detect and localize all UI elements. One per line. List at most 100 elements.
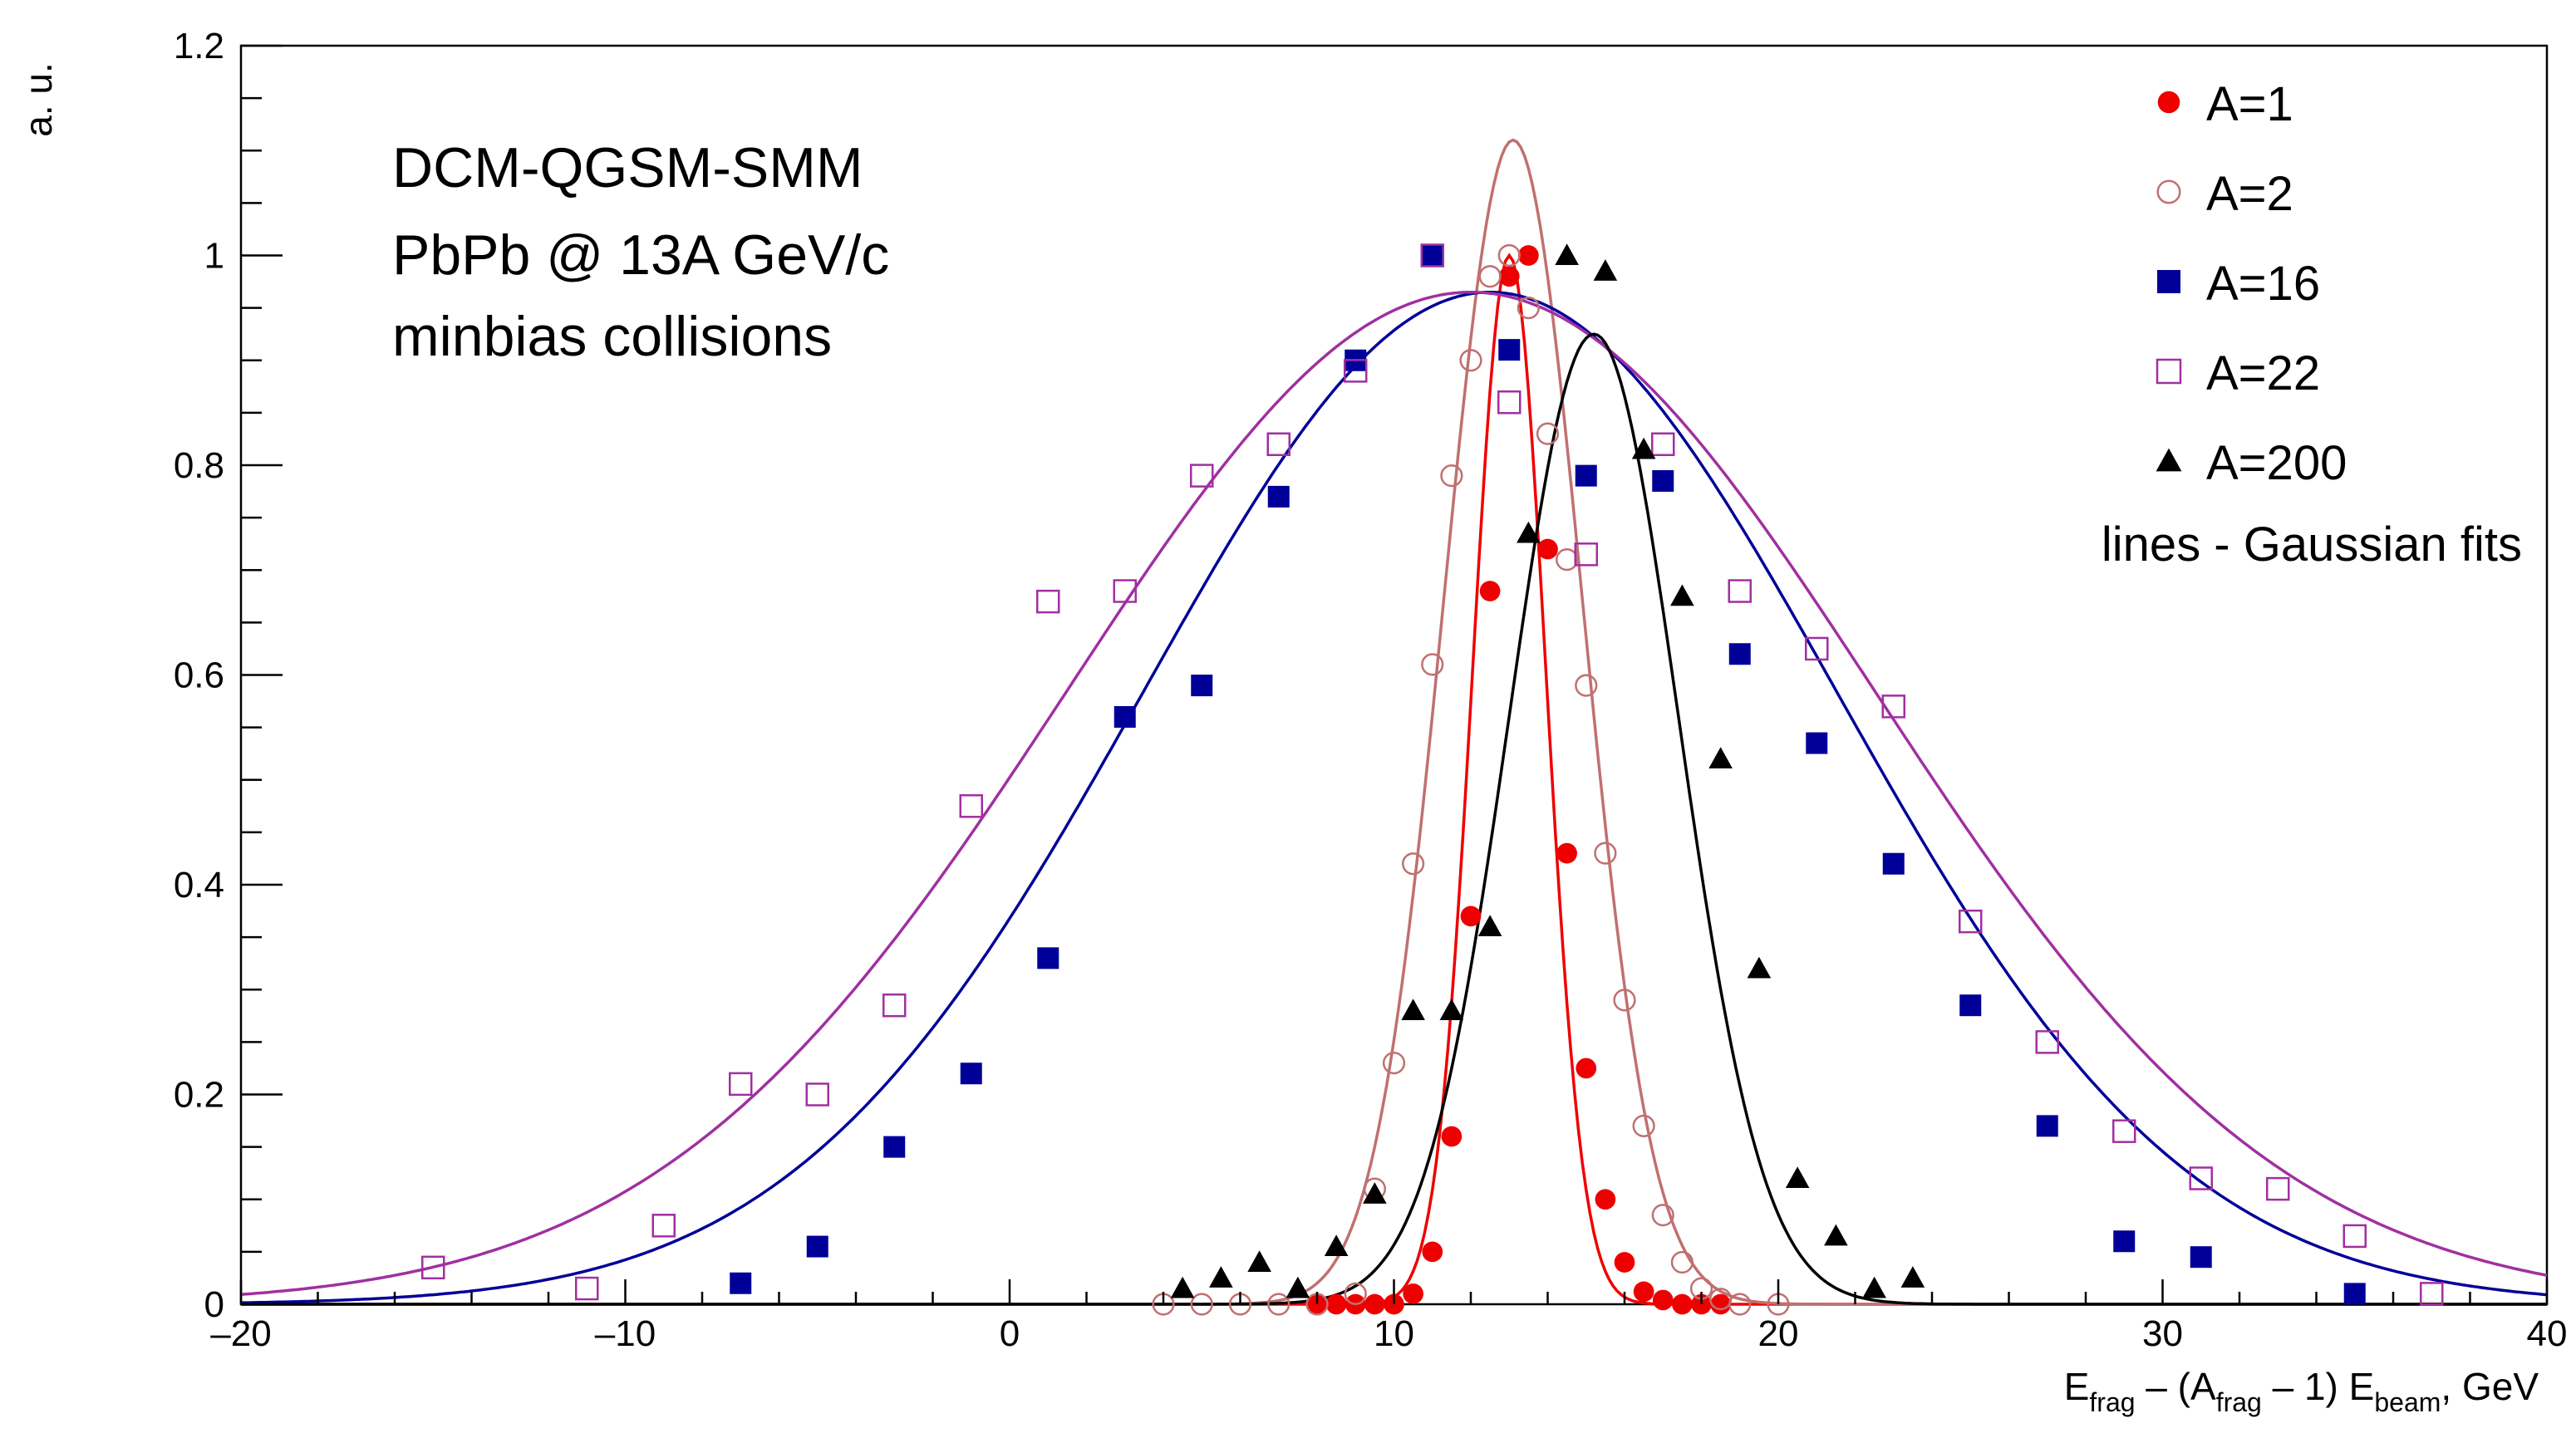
- fit-curve-a-200: [241, 332, 2547, 1306]
- series-a-1: [1306, 245, 1731, 1315]
- data-point-a-22: [1113, 579, 1137, 603]
- data-point-a-200: [1862, 1276, 1886, 1298]
- data-point-a-1: [1537, 538, 1558, 560]
- data-point-a-22: [1497, 390, 1522, 415]
- data-point-a-200: [1631, 437, 1656, 459]
- data-point-a-22: [1420, 243, 1444, 267]
- data-point-a-16: [883, 1136, 906, 1158]
- data-point-a-22: [959, 794, 983, 818]
- data-point-a-22: [1728, 579, 1752, 603]
- x-axis-label: Efrag – (Afrag – 1) Ebeam, GeV: [2064, 1365, 2539, 1417]
- series-a-16: [730, 244, 2366, 1305]
- data-point-a-1: [1710, 1293, 1731, 1315]
- data-point-a-200: [1477, 915, 1502, 936]
- data-point-a-200: [1747, 956, 1772, 979]
- y-tick-label: 0.4: [174, 865, 224, 905]
- data-point-a-22: [2266, 1176, 2290, 1201]
- data-point-a-16: [730, 1272, 752, 1294]
- data-point-a-200: [1401, 999, 1425, 1020]
- data-point-a-22: [2112, 1119, 2136, 1143]
- data-point-a-2: [1670, 1250, 1694, 1274]
- series-a-22: [421, 243, 2444, 1306]
- data-point-a-16: [1113, 706, 1136, 728]
- legend-marker-a-22: [2156, 358, 2182, 385]
- data-point-a-2: [1536, 422, 1560, 445]
- legend-label-a-16: A=16: [2206, 257, 2320, 311]
- data-point-a-16: [2343, 1283, 2366, 1305]
- data-point-a-16: [1037, 947, 1059, 969]
- data-point-a-16: [1882, 852, 1905, 875]
- data-point-a-16: [1959, 994, 1982, 1017]
- data-point-a-16: [1575, 464, 1597, 487]
- data-point-a-1: [1364, 1293, 1385, 1315]
- data-point-a-1: [1652, 1289, 1674, 1311]
- data-point-a-1: [1498, 266, 1520, 287]
- data-point-a-2: [1344, 1282, 1367, 1305]
- data-point-a-200: [1670, 584, 1694, 606]
- data-markers: [421, 243, 2444, 1316]
- data-point-a-1: [1479, 581, 1501, 601]
- data-point-a-2: [1382, 1052, 1406, 1075]
- x-tick-label: 10: [1374, 1313, 1414, 1354]
- data-point-a-200: [1555, 243, 1579, 265]
- data-point-a-22: [1805, 636, 1829, 661]
- legend-label-a-200: A=200: [2206, 436, 2347, 490]
- fit-curve-a-16: [240, 290, 2548, 1304]
- data-point-a-22: [1036, 589, 1060, 614]
- data-point-a-2: [1613, 989, 1636, 1012]
- y-tick-label: 0.6: [174, 655, 224, 696]
- data-point-a-200: [1593, 259, 1618, 281]
- data-point-a-200: [1824, 1224, 1848, 1246]
- data-point-a-16: [1806, 732, 1828, 754]
- data-point-a-200: [1247, 1250, 1271, 1272]
- data-point-a-22: [651, 1214, 676, 1238]
- data-point-a-22: [805, 1082, 829, 1107]
- data-point-a-2: [1517, 297, 1540, 320]
- data-point-a-200: [1517, 521, 1541, 543]
- data-point-a-22: [1574, 542, 1598, 567]
- y-tick-label: 1.2: [174, 26, 224, 66]
- data-point-a-22: [882, 993, 907, 1018]
- data-point-a-22: [1266, 432, 1290, 456]
- legend: A=1 A=2 A=16 A=22 A=200: [2156, 77, 2347, 490]
- data-point-a-22: [1959, 909, 1983, 934]
- annotation-line-model: DCM-QGSM-SMM: [392, 136, 863, 199]
- data-point-a-2: [1556, 548, 1579, 572]
- data-point-a-2: [1440, 464, 1463, 488]
- annotation-line-collisions: minbias collisions: [392, 305, 832, 368]
- x-tick-label: 30: [2142, 1313, 2183, 1354]
- x-axis-ticks: –20 –10 0 10 20 30 40: [210, 1279, 2567, 1354]
- data-point-a-16: [806, 1235, 828, 1258]
- data-point-a-16: [1498, 339, 1521, 361]
- y-axis-ticks: 0 0.2 0.4 0.6 0.8 1 1.2: [174, 26, 283, 1325]
- data-point-a-200: [1324, 1234, 1349, 1257]
- y-tick-label: 0: [204, 1284, 224, 1325]
- y-tick-label: 1: [204, 236, 224, 277]
- data-point-a-200: [1900, 1266, 1925, 1288]
- y-tick-label: 0.8: [174, 445, 224, 486]
- data-point-a-2: [1728, 1293, 1752, 1316]
- data-point-a-16: [1652, 469, 1674, 492]
- x-tick-label: 0: [1000, 1313, 1020, 1354]
- data-point-a-200: [1170, 1276, 1195, 1298]
- data-point-a-16: [1728, 643, 1751, 665]
- data-point-a-22: [2420, 1282, 2444, 1306]
- data-point-a-2: [1267, 1293, 1290, 1316]
- data-point-a-200: [1708, 747, 1733, 768]
- data-point-a-1: [1422, 1241, 1443, 1263]
- data-point-a-16: [960, 1062, 982, 1085]
- annotation-line-system: PbPb @ 13A GeV/c: [392, 223, 889, 287]
- series-a-2: [1152, 243, 1790, 1316]
- data-point-a-22: [421, 1255, 445, 1280]
- y-axis-label: a. u.: [17, 62, 60, 137]
- data-point-a-1: [1403, 1283, 1423, 1304]
- y-tick-label: 0.2: [174, 1075, 224, 1116]
- x-tick-label: –20: [210, 1313, 271, 1354]
- data-point-a-1: [1460, 905, 1482, 927]
- legend-label-a-2: A=2: [2206, 167, 2293, 221]
- x-tick-label: 20: [1758, 1313, 1799, 1354]
- data-point-a-22: [2342, 1224, 2367, 1249]
- data-point-a-16: [2036, 1115, 2058, 1137]
- data-point-a-2: [1459, 349, 1482, 372]
